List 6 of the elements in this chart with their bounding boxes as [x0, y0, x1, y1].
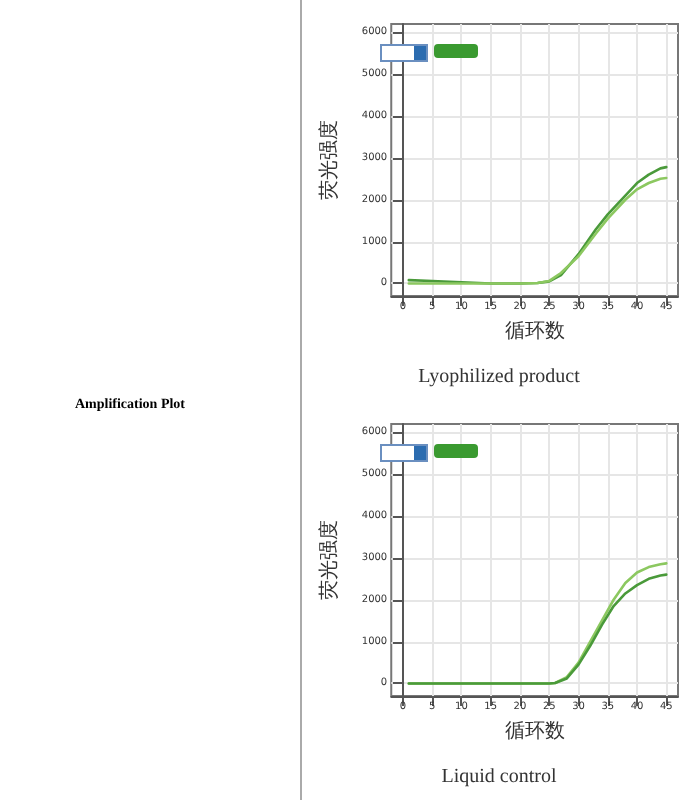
x-axis-title: 循环数 [504, 721, 565, 743]
y-axis-title: 荧光强度 [317, 120, 341, 200]
x-axis-title: 循环数 [504, 321, 565, 343]
y-axis-title: 荧光强度 [317, 520, 341, 600]
text: Liquid control [439, 766, 559, 788]
text: Lyophilized product [416, 366, 582, 388]
